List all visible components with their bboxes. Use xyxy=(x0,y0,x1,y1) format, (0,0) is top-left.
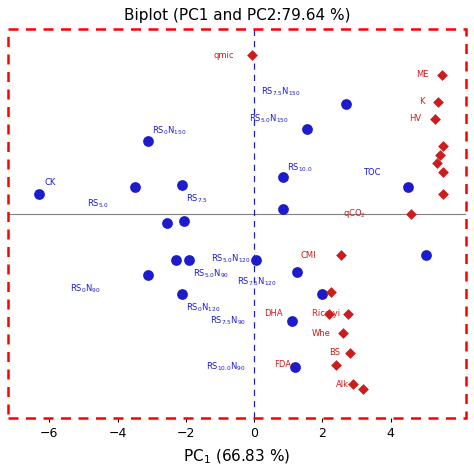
Text: ME: ME xyxy=(416,71,428,80)
Text: qCO$_2$: qCO$_2$ xyxy=(343,207,366,220)
Text: RS$_{7.5}$: RS$_{7.5}$ xyxy=(186,193,209,205)
Text: RS$_0$N$_{150}$: RS$_0$N$_{150}$ xyxy=(152,125,187,137)
Text: RS$_0$N$_{120}$: RS$_0$N$_{120}$ xyxy=(186,301,221,314)
Text: K: K xyxy=(419,97,425,106)
Point xyxy=(431,115,439,123)
Point xyxy=(423,251,430,259)
Text: FDA: FDA xyxy=(274,360,292,369)
Point xyxy=(435,98,442,106)
Point xyxy=(288,317,295,325)
Text: Rice yi: Rice yi xyxy=(312,309,340,318)
Point xyxy=(172,256,179,264)
Point xyxy=(145,137,152,145)
Point xyxy=(346,349,354,356)
Point xyxy=(332,361,340,368)
Point xyxy=(344,310,352,318)
Point xyxy=(252,256,260,264)
Point xyxy=(337,251,345,259)
Point xyxy=(179,181,186,188)
Point xyxy=(339,329,346,337)
Point xyxy=(303,125,311,132)
Point xyxy=(163,219,171,227)
Point xyxy=(179,290,186,298)
Point xyxy=(279,173,287,181)
Text: RS$_{5.0}$N$_{150}$: RS$_{5.0}$N$_{150}$ xyxy=(249,112,289,125)
Point xyxy=(131,183,138,191)
Point xyxy=(407,210,415,218)
Text: RS$_{5.0}$: RS$_{5.0}$ xyxy=(87,198,109,210)
Point xyxy=(291,364,299,371)
Point xyxy=(248,52,256,59)
Point xyxy=(327,288,335,295)
Text: CMI: CMI xyxy=(300,251,316,260)
Point xyxy=(279,205,287,213)
Text: RS$_{5.0}$N$_{120}$: RS$_{5.0}$N$_{120}$ xyxy=(211,252,251,265)
Text: Alk-: Alk- xyxy=(336,380,352,389)
Text: CK: CK xyxy=(44,178,55,187)
Point xyxy=(436,152,444,159)
Text: RS$_{7.5}$N$_{150}$: RS$_{7.5}$N$_{150}$ xyxy=(261,86,301,98)
Point xyxy=(145,271,152,278)
Point xyxy=(438,71,446,79)
Point xyxy=(293,268,301,276)
Text: RS$_{10.0}$N$_{90}$: RS$_{10.0}$N$_{90}$ xyxy=(206,361,246,374)
Text: RS$_{7.5}$N$_{120}$: RS$_{7.5}$N$_{120}$ xyxy=(237,276,277,288)
Point xyxy=(319,290,326,298)
Text: qmic: qmic xyxy=(213,51,234,60)
Text: Whe: Whe xyxy=(312,328,331,337)
Point xyxy=(359,385,367,393)
Text: RS$_0$N$_{90}$: RS$_0$N$_{90}$ xyxy=(70,283,100,295)
Point xyxy=(35,191,43,198)
Title: Biplot (PC1 and PC2:79.64 %): Biplot (PC1 and PC2:79.64 %) xyxy=(124,9,350,23)
Text: HV: HV xyxy=(410,114,421,123)
Text: RS$_{5.0}$N$_{90}$: RS$_{5.0}$N$_{90}$ xyxy=(193,267,229,280)
Point xyxy=(180,217,188,225)
Point xyxy=(185,256,193,264)
Point xyxy=(440,142,447,149)
X-axis label: PC$_1$ (66.83 %): PC$_1$ (66.83 %) xyxy=(183,447,291,465)
Text: BS: BS xyxy=(329,348,340,357)
Point xyxy=(440,191,447,198)
Text: DHA: DHA xyxy=(264,309,283,318)
Text: RS$_{7.5}$N$_{90}$: RS$_{7.5}$N$_{90}$ xyxy=(210,315,246,327)
Point xyxy=(349,381,357,388)
Point xyxy=(404,183,411,191)
Point xyxy=(342,100,350,108)
Text: TOC: TOC xyxy=(363,168,381,177)
Point xyxy=(440,169,447,176)
Text: RS$_{10.0}$: RS$_{10.0}$ xyxy=(287,161,313,174)
Point xyxy=(433,159,440,166)
Point xyxy=(325,310,333,318)
